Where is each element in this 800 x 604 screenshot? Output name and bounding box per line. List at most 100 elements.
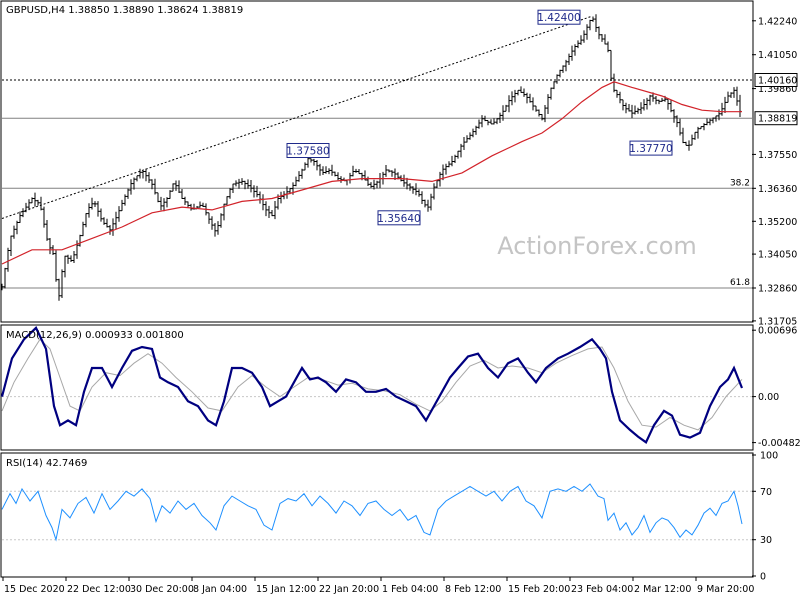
annotation-box: [377, 210, 421, 226]
ohlc-bar: [42, 206, 46, 228]
price-tick-label: 1.39860: [758, 84, 797, 95]
ohlc-bar: [546, 94, 550, 114]
ohlc-bar: [216, 221, 220, 235]
ohlc-bar: [516, 89, 520, 96]
ohlc-bar: [510, 91, 514, 106]
rsi-tick-label: 100: [760, 451, 778, 462]
ohlc-bar: [168, 190, 172, 199]
ohlc-bar: [474, 125, 478, 135]
ohlc-bar: [591, 16, 595, 22]
ohlc-bar: [117, 206, 121, 222]
time-tick-label: 1 Feb 04:00: [382, 584, 438, 595]
annotation-text: 1.37770: [629, 143, 672, 155]
ohlc-bar: [63, 255, 67, 278]
ohlc-bar: [687, 140, 691, 151]
ohlc-bar: [579, 35, 583, 45]
price-tick-label: 1.35200: [758, 217, 797, 228]
ohlc-bar: [492, 118, 496, 125]
ohlc-bar: [33, 192, 37, 207]
time-tick-label: 8 Jan 04:00: [193, 584, 247, 595]
ohlc-bar: [219, 213, 223, 228]
price-tick-label: 1.31705: [758, 316, 797, 327]
ohlc-bar: [96, 201, 100, 217]
ohlc-bar: [333, 171, 337, 177]
ohlc-bar: [714, 115, 718, 122]
ohlc-bar: [384, 165, 388, 177]
macd-tick-label: -0.004826: [758, 438, 800, 449]
annotation-box: [629, 140, 673, 156]
ohlc-bar: [3, 267, 7, 289]
ohlc-bar: [207, 212, 211, 224]
ohlc-bar: [330, 164, 334, 176]
time-tick-label: 15 Feb 20:00: [508, 584, 570, 595]
ohlc-bar: [642, 99, 646, 111]
ohlc-bar: [453, 154, 457, 163]
ohlc-bar: [423, 199, 427, 208]
time-tick-label: 22 Jan 20:00: [319, 584, 379, 595]
ohlc-bar: [705, 118, 709, 126]
ohlc-bar: [312, 158, 316, 166]
ohlc-bar: [585, 24, 589, 40]
price-tag-box: [754, 73, 798, 87]
ohlc-bar: [411, 186, 415, 194]
ohlc-bar: [702, 123, 706, 131]
ohlc-bar: [540, 114, 544, 121]
ohlc-bar: [141, 170, 145, 179]
ohlc-bar: [621, 99, 625, 111]
time-tick-label: 23 Feb 04:00: [571, 584, 633, 595]
ohlc-bar: [66, 254, 70, 264]
ohlc-bar: [129, 179, 133, 195]
ohlc-bar: [594, 14, 598, 32]
ohlc-bar: [657, 99, 661, 105]
ohlc-bar: [447, 161, 451, 168]
ohlc-bar: [570, 45, 574, 61]
annotation-box: [537, 9, 581, 25]
ohlc-bar: [78, 234, 82, 247]
ohlc-bar: [69, 255, 73, 262]
price-tick-label: 1.37550: [758, 150, 797, 161]
ohlc-bar: [201, 202, 205, 207]
ohlc-bar: [534, 105, 538, 112]
ohlc-bar: [549, 87, 553, 100]
rsi-tick-label: 70: [760, 487, 772, 498]
ohlc-bar: [54, 250, 58, 282]
ohlc-bar: [459, 143, 463, 158]
ohlc-bar: [153, 178, 157, 195]
macd-tick-label: 0.00696: [758, 326, 797, 337]
ohlc-bar: [309, 158, 313, 163]
ohlc-bar: [39, 196, 43, 211]
ohlc-bar: [513, 89, 517, 103]
rsi-layer: [1, 483, 752, 542]
ohlc-bar: [150, 179, 154, 190]
ema-line: [1, 81, 742, 265]
ohlc-bar: [543, 105, 547, 123]
ohlc-bar: [609, 49, 613, 81]
ohlc-bar: [564, 59, 568, 72]
ohlc-bar: [357, 169, 361, 175]
ohlc-bar: [708, 118, 712, 126]
rsi-tick-label: 30: [760, 535, 772, 546]
ohlc-bar: [102, 217, 106, 225]
ohlc-bar: [669, 99, 673, 113]
ohlc-bar: [501, 105, 505, 121]
ohlc-bar: [0, 283, 4, 291]
ohlc-bar: [231, 183, 235, 193]
ohlc-bar: [435, 180, 439, 188]
ohlc-bar: [573, 44, 577, 56]
rsi-chart-title: RSI(14) 42.7469: [6, 458, 87, 469]
ohlc-bar: [159, 196, 163, 211]
ohlc-bar: [426, 199, 430, 212]
ohlc-bar: [9, 235, 13, 256]
price-annotation-1.35640: 1.35640: [377, 210, 421, 226]
ohlc-bar: [678, 118, 682, 136]
price-tick-label: 1.42240: [758, 16, 797, 27]
price-tick-label: 1.36360: [758, 184, 797, 195]
macd-tick-label: 0.00: [758, 392, 779, 403]
ohlc-bar: [339, 176, 343, 183]
price-tag-text: 1.40160: [758, 76, 797, 87]
ohlc-bar: [270, 210, 274, 217]
ohlc-bar: [60, 269, 64, 298]
ohlc-bar: [420, 191, 424, 204]
ohlc-bar: [432, 183, 436, 200]
